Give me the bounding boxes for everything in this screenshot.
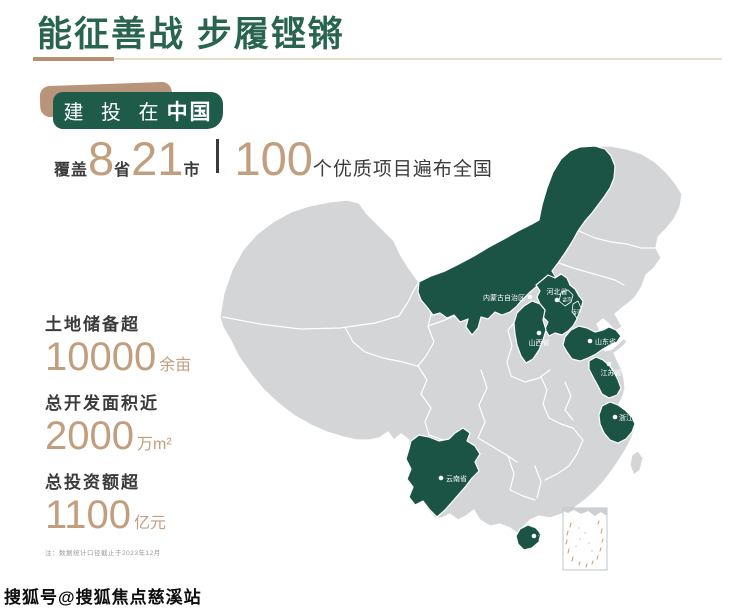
- label-shanxi: 山西省: [529, 338, 550, 347]
- province-zhejiang-shape: [598, 401, 636, 444]
- province-inner-mongolia-shape: [417, 145, 616, 336]
- stat-land-value: 10000 余亩: [45, 336, 235, 378]
- data-footnote: 注：数据统计口径截止于2023年12月: [45, 550, 161, 557]
- inset-islands: [575, 527, 593, 552]
- dot-hebei: [554, 297, 560, 303]
- south-china-sea-inset: [562, 507, 608, 571]
- title-underline-thick: [33, 57, 114, 61]
- coverage-prefix: 覆盖: [54, 162, 89, 179]
- dot-shanxi: [536, 330, 542, 336]
- taiwan-shape: [629, 450, 644, 476]
- title-underline-thin: [114, 58, 722, 60]
- coverage-line: 覆盖 8 省 21 市 100 个优质项目遍布全国: [54, 131, 493, 186]
- label-beijing: 北京: [563, 296, 572, 303]
- stat-area-label: 总开发面积近: [45, 394, 159, 413]
- stat-area-number: 2000: [45, 414, 134, 458]
- stat-area-unit: 万m²: [136, 436, 172, 453]
- china-map: 内蒙古自治区 河北省 北京 天津 山西省 山东省 江苏省 浙江省 云南省 海南省: [205, 130, 740, 600]
- province-dots: [438, 294, 618, 539]
- stat-investment-unit: 亿元: [134, 515, 167, 532]
- province-shandong-shape: [562, 325, 622, 362]
- badge-text: 建 投 在: [63, 102, 165, 124]
- label-shandong: 山东省: [595, 337, 616, 346]
- label-hebei: 河北省: [547, 287, 568, 296]
- coverage-cities-count: 21: [131, 132, 184, 185]
- page-title: 能征善战 步履铿锵: [37, 15, 345, 54]
- label-inner-mongolia: 内蒙古自治区: [483, 293, 525, 302]
- dot-tianjin: [574, 313, 576, 315]
- province-hainan-shape: [515, 524, 542, 551]
- inset-dash-line: [565, 520, 604, 568]
- dot-shandong: [587, 338, 593, 344]
- label-yunnan: 云南省: [446, 474, 467, 483]
- stat-investment-value: 1100 亿元: [45, 494, 235, 536]
- dot-zhejiang: [612, 414, 618, 420]
- province-shanxi-shape: [513, 300, 547, 364]
- stat-land-unit: 余亩: [159, 357, 192, 374]
- stat-area-value: 2000 万m²: [45, 415, 235, 457]
- highlighted-provinces: [405, 145, 636, 551]
- inset-coast-shape: [563, 508, 607, 516]
- stat-land-label: 土地储备超: [45, 315, 140, 334]
- province-jiangsu-shape: [588, 356, 622, 399]
- coverage-cities-unit: 市: [183, 162, 201, 179]
- coverage-projects-suffix: 个优质项目遍布全国: [312, 159, 493, 180]
- divider-bar: [216, 139, 220, 173]
- coverage-projects-count: 100: [234, 132, 313, 185]
- province-yunnan-shape: [405, 427, 481, 518]
- badge-front-shape: 建 投 在 中国: [53, 92, 223, 129]
- label-hainan: 海南省: [538, 532, 559, 541]
- section-badge: 建 投 在 中国: [39, 81, 230, 133]
- china-map-svg: 内蒙古自治区 河北省 北京 天津 山西省 山东省 江苏省 浙江省 云南省 海南省: [219, 145, 683, 571]
- stat-land-number: 10000: [45, 335, 157, 379]
- dot-beijing: [563, 300, 565, 302]
- watermark: 搜狐号@搜狐焦点慈溪站: [4, 588, 202, 607]
- stat-investment-label: 总投资额超: [45, 473, 140, 492]
- label-tianjin: 天津: [573, 308, 582, 315]
- label-jiangsu: 江苏省: [601, 368, 622, 377]
- stats-panel: 土地储备超 10000 余亩 总开发面积近 2000 万m² 总投资额超 1100 亿…: [45, 310, 235, 557]
- stat-investment-number: 1100: [45, 493, 132, 537]
- badge-text-bold: 中国: [166, 100, 213, 124]
- dot-jiangsu: [606, 361, 612, 367]
- coverage-provinces-count: 8: [88, 132, 115, 185]
- label-zhejiang: 浙江省: [619, 413, 640, 422]
- dot-yunnan: [438, 475, 444, 481]
- dot-inner-mongolia: [527, 294, 533, 300]
- dot-hainan: [531, 533, 537, 539]
- coverage-provinces-unit: 省: [114, 162, 132, 179]
